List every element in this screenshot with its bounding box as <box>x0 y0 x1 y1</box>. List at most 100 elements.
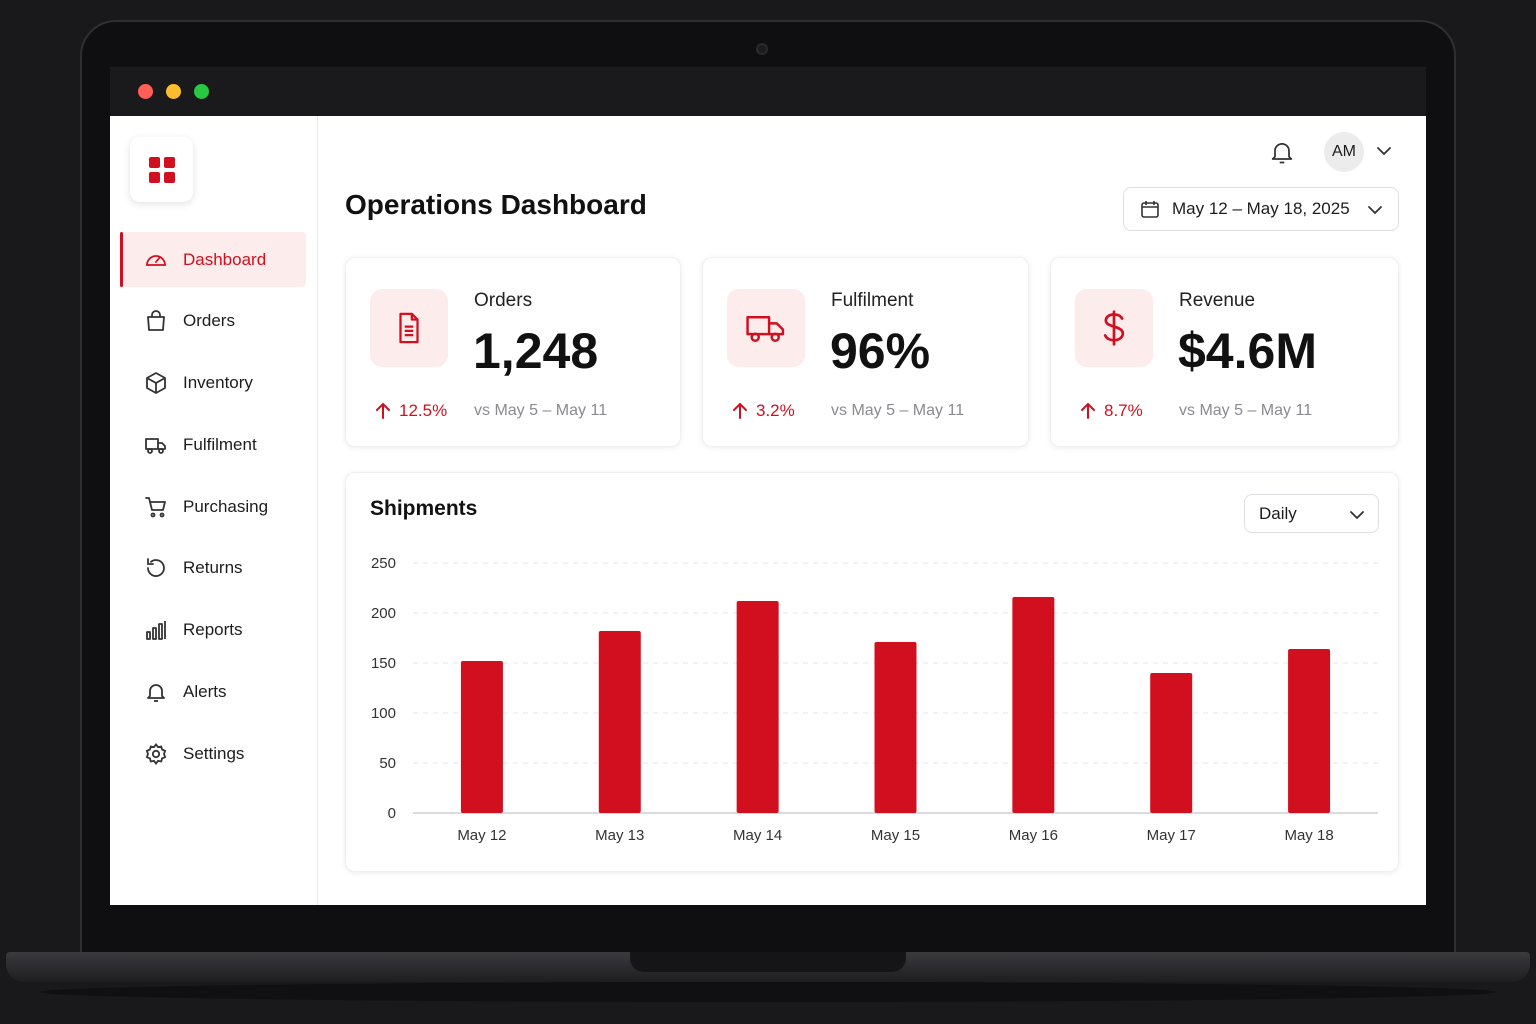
gauge-icon <box>144 248 168 272</box>
chevron-down-icon <box>1377 147 1391 156</box>
x-tick-label: May 17 <box>1147 827 1196 844</box>
sidebar-item-alerts[interactable]: Alerts <box>120 665 306 720</box>
bar-may-13[interactable] <box>598 631 641 813</box>
arrow-up-icon <box>733 402 747 419</box>
kpi-card-revenue[interactable]: Revenue $4.6M 8.7% vs May 5 – May 11 <box>1050 257 1399 447</box>
sidebar-item-label: Alerts <box>183 682 227 702</box>
kpi-delta: 8.7% <box>1080 401 1143 421</box>
sidebar-item-orders[interactable]: Orders <box>120 294 306 349</box>
avatar-initials: AM <box>1332 143 1356 160</box>
x-tick-label: May 18 <box>1284 827 1333 844</box>
sidebar-item-returns[interactable]: Returns <box>120 541 306 596</box>
date-range-label: May 12 – May 18, 2025 <box>1172 199 1350 218</box>
bar-may-14[interactable] <box>736 601 779 813</box>
bar-may-16[interactable] <box>1012 597 1055 813</box>
app-window: Dashboard Orders I <box>110 67 1426 905</box>
x-tick-label: May 12 <box>457 827 506 844</box>
kpi-label: Orders <box>474 290 533 311</box>
sidebar-item-label: Purchasing <box>183 496 269 516</box>
arrow-up-icon <box>1081 402 1095 419</box>
bar-chart-icon <box>144 618 168 642</box>
maximize-window-button[interactable] <box>194 84 209 99</box>
date-range-picker[interactable]: May 12 – May 18, 2025 <box>1123 187 1399 231</box>
arrow-up-icon <box>376 402 390 419</box>
truck-icon <box>144 433 168 457</box>
sidebar-item-dashboard[interactable]: Dashboard <box>120 232 306 287</box>
box-icon <box>144 371 168 395</box>
kpi-delta-value: 8.7% <box>1104 401 1143 420</box>
x-tick-label: May 14 <box>733 827 782 844</box>
sidebar-item-label: Fulfilment <box>183 434 257 454</box>
bar-may-17[interactable] <box>1150 673 1193 813</box>
y-tick-label: 0 <box>388 805 396 822</box>
laptop-notch <box>630 952 906 972</box>
kpi-compare: vs May 5 – May 11 <box>1179 402 1313 419</box>
sidebar-item-fulfilment[interactable]: Fulfilment <box>120 417 306 472</box>
chart-title: Shipments <box>370 497 478 520</box>
grid-icon <box>148 156 175 183</box>
sidebar-item-label: Returns <box>183 558 243 578</box>
kpi-delta: 12.5% <box>375 401 447 421</box>
sidebar-nav: Dashboard Orders I <box>120 232 306 788</box>
kpi-card-fulfilment[interactable]: Fulfilment 96% 3.2% vs May 5 – May 11 <box>702 257 1029 447</box>
y-tick-label: 250 <box>371 555 396 572</box>
app-logo[interactable] <box>130 137 193 202</box>
kpi-value: $4.6M <box>1178 323 1317 379</box>
kpi-card-orders[interactable]: Orders 1,248 12.5% vs May 5 – May 11 <box>345 257 681 447</box>
bar-may-18[interactable] <box>1288 649 1331 813</box>
document-icon <box>399 312 419 344</box>
kpi-delta-value: 12.5% <box>399 401 448 420</box>
sidebar: Dashboard Orders I <box>110 116 318 905</box>
shipments-bar-chart: 0 50 100 150 200 250 May 12 May 13 May 14 May 15 M… <box>371 555 1378 844</box>
laptop-shadow <box>40 982 1496 1002</box>
sidebar-item-purchasing[interactable]: Purchasing <box>120 479 306 534</box>
y-tick-label: 100 <box>371 705 396 722</box>
kpi-value: 96% <box>830 323 931 379</box>
kpi-value: 1,248 <box>473 323 599 379</box>
sidebar-item-label: Settings <box>183 743 245 763</box>
calendar-icon <box>1141 201 1159 218</box>
x-tick-label: May 13 <box>595 827 644 844</box>
user-avatar[interactable]: AM <box>1324 132 1364 172</box>
kpi-icon-tile <box>370 289 448 367</box>
kpi-icon-tile <box>727 289 805 367</box>
period-select-value: Daily <box>1259 503 1297 523</box>
sidebar-item-label: Orders <box>183 311 235 331</box>
user-menu-chevron[interactable] <box>1375 142 1393 160</box>
bell-icon <box>1271 142 1293 164</box>
notifications-button[interactable] <box>1268 138 1296 166</box>
sidebar-item-inventory[interactable]: Inventory <box>120 356 306 411</box>
dollar-icon <box>1103 310 1125 346</box>
camera <box>756 43 768 55</box>
sidebar-item-label: Reports <box>183 620 243 640</box>
bar-may-12[interactable] <box>460 661 503 813</box>
kpi-label: Revenue <box>1179 290 1256 311</box>
app-body: Dashboard Orders I <box>110 116 1426 905</box>
y-tick-label: 150 <box>371 655 396 672</box>
kpi-compare: vs May 5 – May 11 <box>474 402 608 419</box>
main-content: AM Operations Dashboard May 12 – May 18,… <box>318 116 1426 905</box>
close-window-button[interactable] <box>138 84 153 99</box>
sidebar-item-label: Inventory <box>183 373 253 393</box>
x-tick-label: May 16 <box>1009 827 1058 844</box>
return-icon <box>144 556 168 580</box>
period-select[interactable]: Daily <box>1244 494 1379 533</box>
sidebar-item-reports[interactable]: Reports <box>120 603 306 658</box>
minimize-window-button[interactable] <box>166 84 181 99</box>
y-tick-label: 50 <box>379 755 396 772</box>
x-tick-label: May 15 <box>871 827 920 844</box>
chevron-down-icon <box>1368 206 1382 215</box>
sidebar-item-label: Dashboard <box>183 249 267 269</box>
chevron-down-icon <box>1350 511 1364 520</box>
kpi-compare: vs May 5 – May 11 <box>831 402 965 419</box>
shopping-bag-icon <box>144 309 168 333</box>
sidebar-item-settings[interactable]: Settings <box>120 726 306 781</box>
cart-icon <box>144 495 168 519</box>
kpi-delta-value: 3.2% <box>756 401 795 420</box>
gear-icon <box>144 742 168 766</box>
kpi-label: Fulfilment <box>831 290 914 311</box>
page-title: Operations Dashboard <box>345 189 647 220</box>
kpi-icon-tile <box>1075 289 1153 367</box>
bar-may-15[interactable] <box>874 642 917 813</box>
truck-icon <box>746 316 785 342</box>
